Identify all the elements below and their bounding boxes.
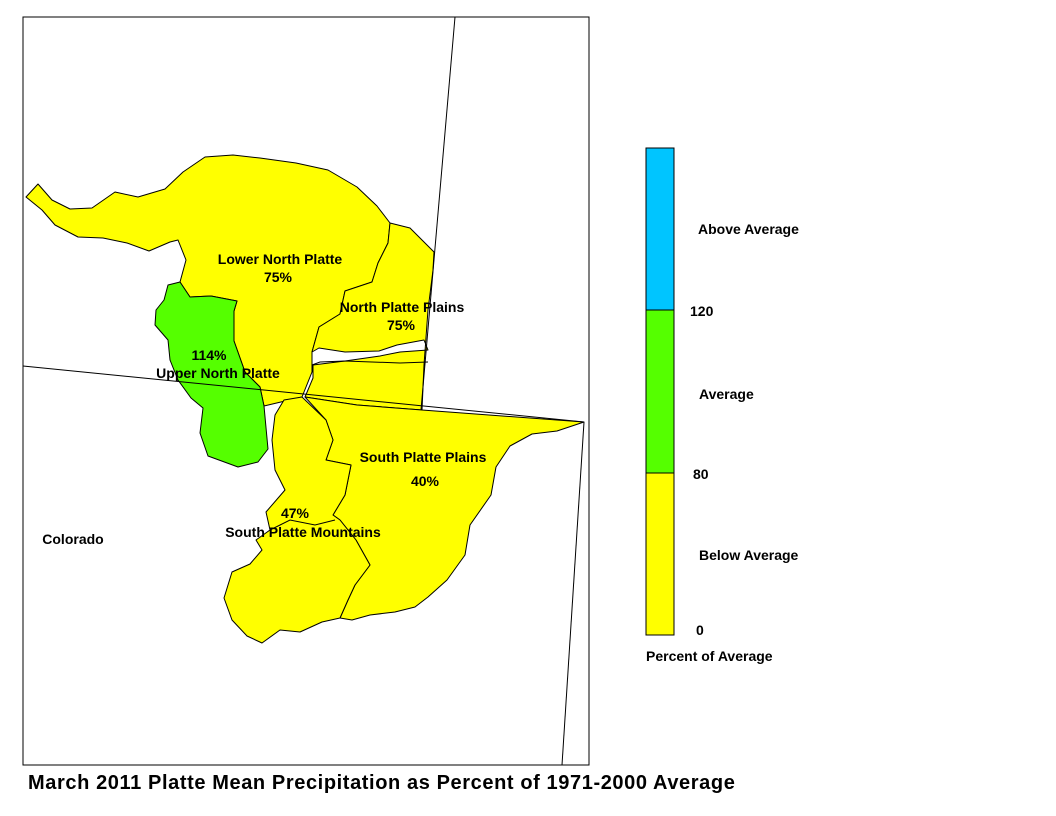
label-lower-north-platte-name: Lower North Platte — [218, 251, 343, 267]
legend-tick-120: 120 — [690, 303, 714, 319]
basin-south-platte-mountains[interactable] — [223, 396, 371, 644]
state-boundary-line — [22, 365, 585, 423]
legend-swatch-above-average — [645, 147, 675, 311]
label-south-platte-mountains-percent: 47% — [281, 505, 310, 521]
label-north-platte-plains-name: North Platte Plains — [340, 299, 465, 315]
legend-swatch-below-average — [645, 472, 675, 636]
basin-upper-north-platte[interactable] — [154, 281, 269, 468]
basin-boundary — [311, 360, 429, 366]
legend: Above Average Average Below Average 120 … — [645, 147, 799, 664]
legend-caption: Percent of Average — [646, 648, 773, 664]
legend-tick-80: 80 — [693, 466, 709, 482]
label-lower-north-platte-percent: 75% — [264, 269, 293, 285]
legend-label-average: Average — [699, 386, 754, 402]
legend-label-below-average: Below Average — [699, 547, 799, 563]
label-upper-north-platte-percent: 114% — [191, 347, 227, 363]
map-frame-border — [22, 16, 590, 766]
label-south-platte-plains-percent: 40% — [411, 473, 440, 489]
state-boundary-line — [561, 421, 585, 766]
map-title: March 2011 Platte Mean Precipitation as … — [28, 772, 736, 794]
basin-boundary — [269, 519, 336, 531]
label-south-platte-plains-name: South Platte Plains — [360, 449, 487, 465]
label-south-platte-mountains-name: South Platte Mountains — [225, 524, 381, 540]
label-state-colorado: Colorado — [42, 531, 103, 547]
label-north-platte-plains-percent: 75% — [387, 317, 416, 333]
legend-swatch-average — [645, 309, 675, 474]
state-boundary-line — [420, 16, 456, 411]
legend-label-above-average: Above Average — [698, 221, 799, 237]
legend-tick-0: 0 — [696, 622, 704, 638]
label-upper-north-platte-name: Upper North Platte — [156, 365, 280, 381]
